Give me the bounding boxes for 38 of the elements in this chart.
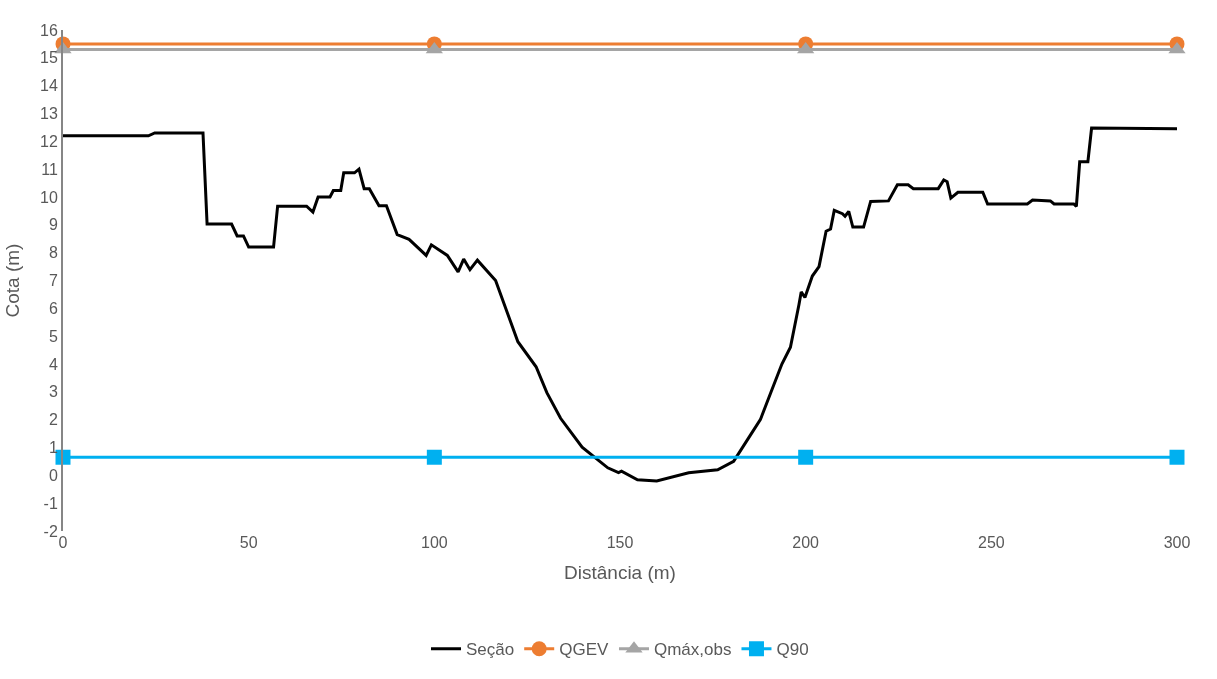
- y-tick-label: 15: [40, 49, 58, 67]
- x-axis-title: Distância (m): [564, 561, 676, 583]
- y-tick-label: -2: [43, 522, 58, 540]
- y-tick-label: 7: [48, 272, 58, 290]
- point: [797, 41, 815, 54]
- y-tick-label: 14: [40, 77, 58, 95]
- y-tick-label: 3: [48, 383, 58, 401]
- legend-label: Qmáx,obs: [653, 640, 732, 660]
- x-tick-label: 50: [239, 534, 258, 551]
- y-tick-label: 1: [48, 439, 58, 457]
- x-tick-label: 300: [1163, 534, 1191, 551]
- y-tick-label: -1: [43, 494, 58, 512]
- point: [426, 449, 442, 465]
- y-tick-label: 2: [48, 411, 58, 429]
- y-tick-label: 4: [48, 355, 58, 373]
- y-tick-label: 13: [40, 105, 58, 123]
- x-tick-label: 150: [606, 534, 634, 551]
- y-axis-title: Cota (m): [2, 243, 24, 318]
- y-tick-label: 6: [48, 299, 58, 317]
- legend-label: Q90: [776, 640, 809, 660]
- y-tick-label: 5: [48, 327, 58, 345]
- point: [1169, 449, 1185, 465]
- y-tick-label: 10: [40, 188, 58, 206]
- point: [798, 449, 814, 465]
- legend-label: Seção: [466, 640, 515, 660]
- y-tick-label: 12: [40, 132, 58, 150]
- y-tick-label: 0: [48, 466, 58, 484]
- y-tick-label: 11: [41, 160, 58, 178]
- legend-label: QGEV: [559, 640, 609, 660]
- x-tick-label: 100: [420, 534, 448, 551]
- y-tick-label: 9: [48, 216, 58, 234]
- point: [1168, 41, 1186, 54]
- point: [425, 41, 443, 54]
- line-series: [63, 126, 1177, 483]
- y-tick-label: 8: [48, 244, 58, 262]
- x-tick-label: 200: [792, 534, 820, 551]
- y-tick-label: 16: [40, 21, 58, 39]
- x-tick-label: 250: [977, 534, 1005, 551]
